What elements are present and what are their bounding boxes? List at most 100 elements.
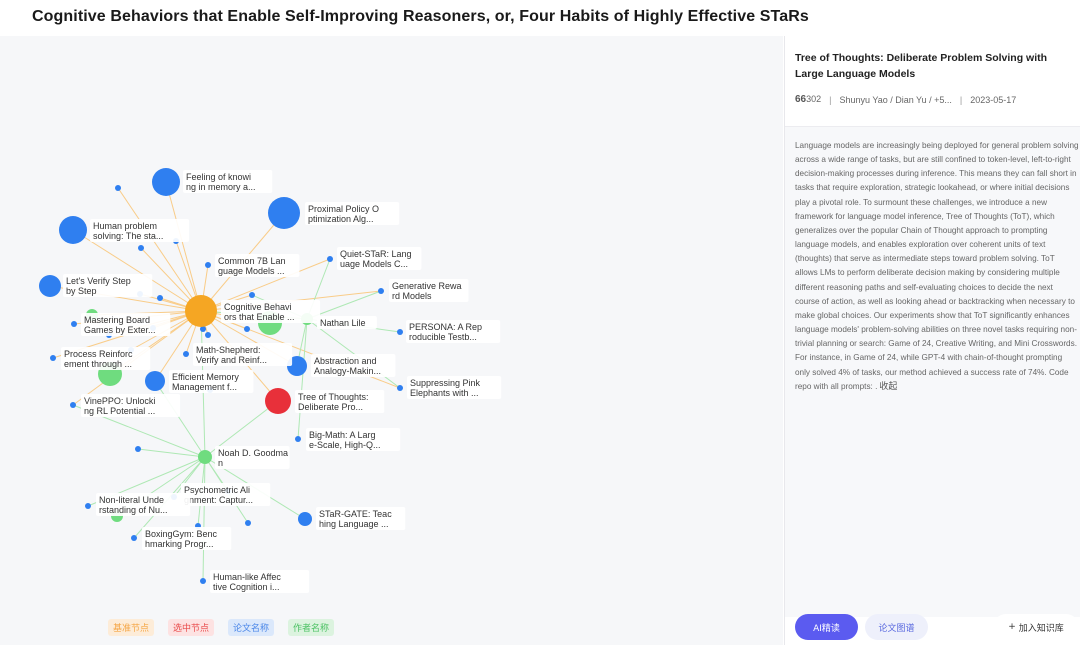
node-label-bg [63,274,153,297]
graph-canvas[interactable]: Cognitive Behavi ors that Enable ... Tree … [0,36,783,645]
node-label[interactable]: Feeling of knowi ng in memory a... [186,172,256,192]
graph-legend: 基准节点 选中节点 论文名称 作者名称 [108,619,335,636]
node-label-bg [337,247,422,270]
node-label[interactable]: Abstraction and Analogy-Makin... [314,356,381,376]
plus-icon: + [1008,622,1016,632]
node-label[interactable]: Cognitive Behavi ors that Enable ... [224,302,295,322]
paper-abstract: Language models are increasingly being d… [795,141,1079,392]
node-label-bg [96,493,191,516]
node-label[interactable]: Nathan Lile [320,318,366,328]
graph-node-dot[interactable] [135,446,141,452]
node-label-bg [316,507,406,530]
node-label[interactable]: Mastering Board Games by Exter... [84,315,156,335]
graph-node-paper[interactable] [200,578,206,584]
citation-edge [165,181,202,312]
collapse-link[interactable]: 收起 [879,381,898,392]
node-label-bg [389,279,469,302]
graph-node-dot[interactable] [244,326,250,332]
graph-node-paper[interactable] [268,197,300,229]
node-label[interactable]: Human-like Affec tive Cognition i... [213,572,281,592]
abstract-box: Language models are increasingly being d… [785,127,1080,617]
node-label-bg [169,370,254,393]
node-label[interactable]: Generative Rewa rd Models [392,281,462,301]
legend-paper-name: 论文名称 [228,619,275,636]
graph-node-dot[interactable] [115,185,121,191]
node-label[interactable]: BoxingGym: Benc hmarking Progr... [145,529,218,549]
node-label[interactable]: Common 7B Lan guage Models ... [218,256,286,276]
graph-node-paper[interactable] [397,385,403,391]
graph-node-paper[interactable] [295,436,301,442]
graph-node-paper[interactable] [50,355,56,361]
node-label-bg [61,347,151,370]
node-label[interactable]: Math-Shepherd: Verify and Reinf... [196,345,267,365]
paper-title[interactable]: Tree of Thoughts: Deliberate Problem Sol… [795,52,1048,80]
author-edge [173,456,206,498]
node-label[interactable]: STaR-GATE: Teac hing Language ... [319,509,392,529]
paper-authors[interactable]: Shunyu Yao / Dian Yu / +5... [839,94,952,105]
node-label[interactable]: PERSONA: A Rep roducible Testb... [409,322,482,342]
paper-date: 2023-05-17 [970,94,1017,105]
node-label-bg [306,428,401,451]
author-edge [306,318,401,389]
node-label[interactable]: Big-Math: A Larg e-Scale, High-Q... [309,430,381,450]
graph-node-dot[interactable] [245,520,251,526]
node-label-bg [81,313,171,336]
node-label-bg [193,343,293,366]
graph-node-paper[interactable] [327,256,333,262]
node-label[interactable]: Process Reinforc ement through ... [64,349,133,369]
node-label[interactable]: Psychometric Ali gnment: Captur... [184,485,253,505]
node-label[interactable]: VinePPO: Unlocki ng RL Potential ... [84,396,155,416]
graph-node-paper[interactable] [205,262,211,268]
author-edge [154,380,206,458]
legend-base-node: 基准节点 [108,619,155,636]
paper-detail-panel: Tree of Thoughts: Deliberate Problem Sol… [784,36,1080,645]
graph-node-dot[interactable] [205,332,211,338]
node-label[interactable]: Human problem solving: The sta... [93,221,163,241]
node-label-bg [215,446,290,469]
author-edge [297,318,308,440]
node-label[interactable]: Let's Verify Step by Step [66,276,131,296]
graph-node-paper[interactable] [183,351,189,357]
node-label-bg [221,300,321,323]
node-label-bg [142,527,232,550]
paper-graph-button[interactable]: 论文图谱 [865,614,928,640]
graph-node-paper[interactable] [298,512,312,526]
graph-node-paper[interactable] [131,535,137,541]
node-label[interactable]: Non-literal Unde rstanding of Nu... [99,495,168,515]
graph-node-paper[interactable] [39,275,61,297]
citation-edge [117,187,202,312]
graph-node-dot[interactable] [249,292,255,298]
node-label-bg [90,219,190,242]
ai-read-button[interactable]: AI精读 [795,614,858,640]
graph-node-paper[interactable] [145,371,165,391]
node-label-bg [407,376,502,399]
graph-node-paper[interactable] [85,503,91,509]
graph-node-paper[interactable] [71,321,77,327]
node-label-bg [305,202,400,225]
graph-node-dot[interactable] [138,245,144,251]
graph-node-paper[interactable] [152,168,180,196]
legend-selected-node: 选中节点 [168,619,215,636]
node-label[interactable]: Quiet-STaR: Lang uage Models C... [340,249,412,269]
node-label[interactable]: Suppressing Pink Elephants with ... [410,378,481,398]
graph-node-base[interactable] [185,295,217,327]
node-label-bg [215,254,300,277]
graph-node-paper[interactable] [59,216,87,244]
graph-node-selected[interactable] [265,388,291,414]
graph-node-author[interactable] [198,450,212,464]
node-label-bg [317,316,377,329]
graph-node-paper[interactable] [397,329,403,335]
quote-icon: 66 [795,94,807,105]
graph-node-dot[interactable] [200,326,206,332]
graph-node-paper[interactable] [70,402,76,408]
graph-node-dot[interactable] [157,295,163,301]
graph-node-paper[interactable] [378,288,384,294]
citation-graph[interactable]: Cognitive Behavi ors that Enable ... Tree … [0,36,783,645]
node-label[interactable]: Efficient Memory Management f... [172,372,239,392]
node-label-bg [295,390,385,413]
add-to-knowledge-base-button[interactable]: + 加入知识库 [993,614,1079,640]
node-label-bg [181,483,271,506]
node-label[interactable]: Tree of Thoughts: Deliberate Pro... [298,392,369,412]
node-label[interactable]: Noah D. Goodma n [218,448,288,468]
